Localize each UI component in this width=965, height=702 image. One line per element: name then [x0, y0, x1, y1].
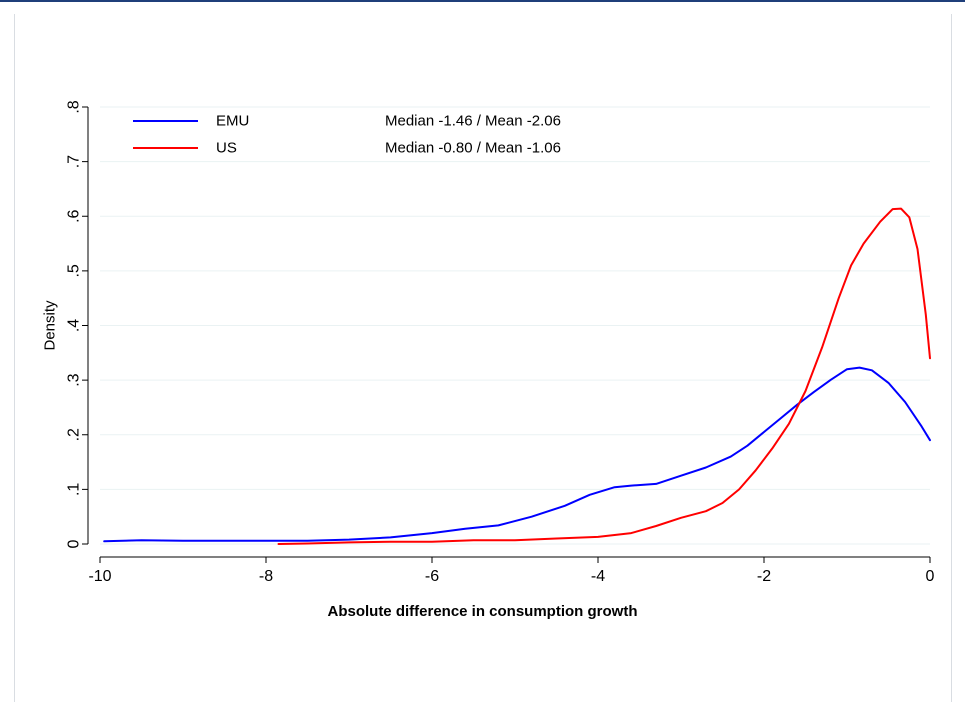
- x-tick-label: -10: [88, 568, 111, 585]
- y-tick-label: .4: [66, 319, 83, 332]
- x-tick-label: -8: [259, 568, 273, 585]
- y-tick-label: .2: [66, 428, 83, 441]
- chart-panel: [14, 14, 952, 702]
- y-tick-label: .1: [66, 483, 83, 496]
- x-tick-label: 0: [926, 568, 935, 585]
- legend-label-us: US: [216, 140, 237, 157]
- y-tick-label: .5: [66, 264, 83, 277]
- x-tick-label: -2: [757, 568, 771, 585]
- x-tick-label: -4: [591, 568, 605, 585]
- legend-stats-emu: Median -1.46 / Mean -2.06: [385, 113, 561, 130]
- y-tick-label: .8: [66, 100, 83, 113]
- y-tick-label: .7: [66, 155, 83, 168]
- y-tick-label: .3: [66, 373, 83, 386]
- y-tick-label: 0: [66, 539, 83, 548]
- legend-label-emu: EMU: [216, 113, 249, 130]
- y-axis-title: Density: [42, 300, 59, 351]
- legend: EMU Median -1.46 / Mean -2.06 US Median -0.…: [133, 113, 561, 157]
- series-line-emu: [103, 366, 931, 543]
- x-tick-label: -6: [425, 568, 439, 585]
- x-axis-title: Absolute difference in consumption growt…: [327, 603, 638, 620]
- gridlines: [100, 106, 930, 545]
- axes: 0 .1 .2 .3 .4 .5 .6 .7 .8 Density -10 -8 -6 -4 -2 0: [42, 100, 935, 585]
- legend-stats-us: Median -0.80 / Mean -1.06: [385, 140, 561, 157]
- series-line-us: [277, 207, 931, 545]
- series: [103, 207, 931, 545]
- top-rule: [0, 0, 965, 2]
- y-tick-label: .6: [66, 209, 83, 222]
